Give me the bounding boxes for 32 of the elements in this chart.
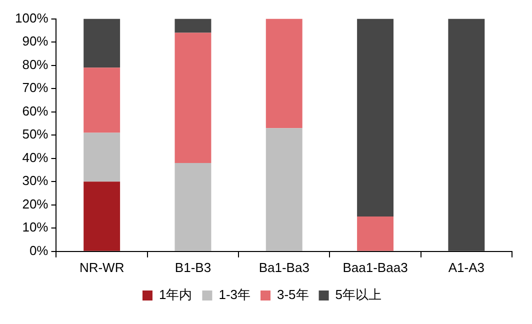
- y-tick-label: 30%: [22, 173, 49, 188]
- bar: [357, 18, 394, 217]
- bar: [174, 163, 212, 251]
- x-tick-label: B1-B3: [174, 260, 212, 275]
- y-tick-label: 10%: [22, 220, 49, 235]
- bar: [84, 182, 120, 251]
- bar: [174, 32, 212, 164]
- bar: [174, 18, 212, 33]
- y-tick-label: 60%: [22, 103, 49, 118]
- bar: [84, 68, 120, 133]
- bar: [84, 18, 120, 68]
- legend-label: 5年以上: [335, 287, 382, 302]
- y-tick-label: 40%: [22, 150, 49, 165]
- y-tick-label: 90%: [22, 34, 49, 49]
- bar: [357, 216, 394, 251]
- x-tick-label: Ba1-Ba3: [258, 260, 310, 275]
- bar: [266, 128, 302, 251]
- x-tick-label: NR-WR: [79, 260, 124, 275]
- y-tick-label: 80%: [22, 56, 49, 72]
- y-tick-label: 100%: [15, 10, 49, 26]
- x-tick-label: A1-A3: [448, 260, 484, 275]
- bar: [448, 18, 485, 251]
- bar: [266, 18, 302, 128]
- y-tick-label: 70%: [22, 80, 49, 96]
- y-tick-label: 0%: [29, 242, 49, 258]
- y-tick-label: 20%: [22, 196, 49, 212]
- y-tick-label: 50%: [22, 126, 49, 142]
- legend-label: 1年内: [158, 287, 192, 302]
- bar: [84, 132, 120, 182]
- x-tick-label: Baa1-Baa3: [342, 260, 408, 275]
- legend-label: 3-5年: [277, 287, 309, 302]
- legend-label: 1-3年: [218, 287, 251, 302]
